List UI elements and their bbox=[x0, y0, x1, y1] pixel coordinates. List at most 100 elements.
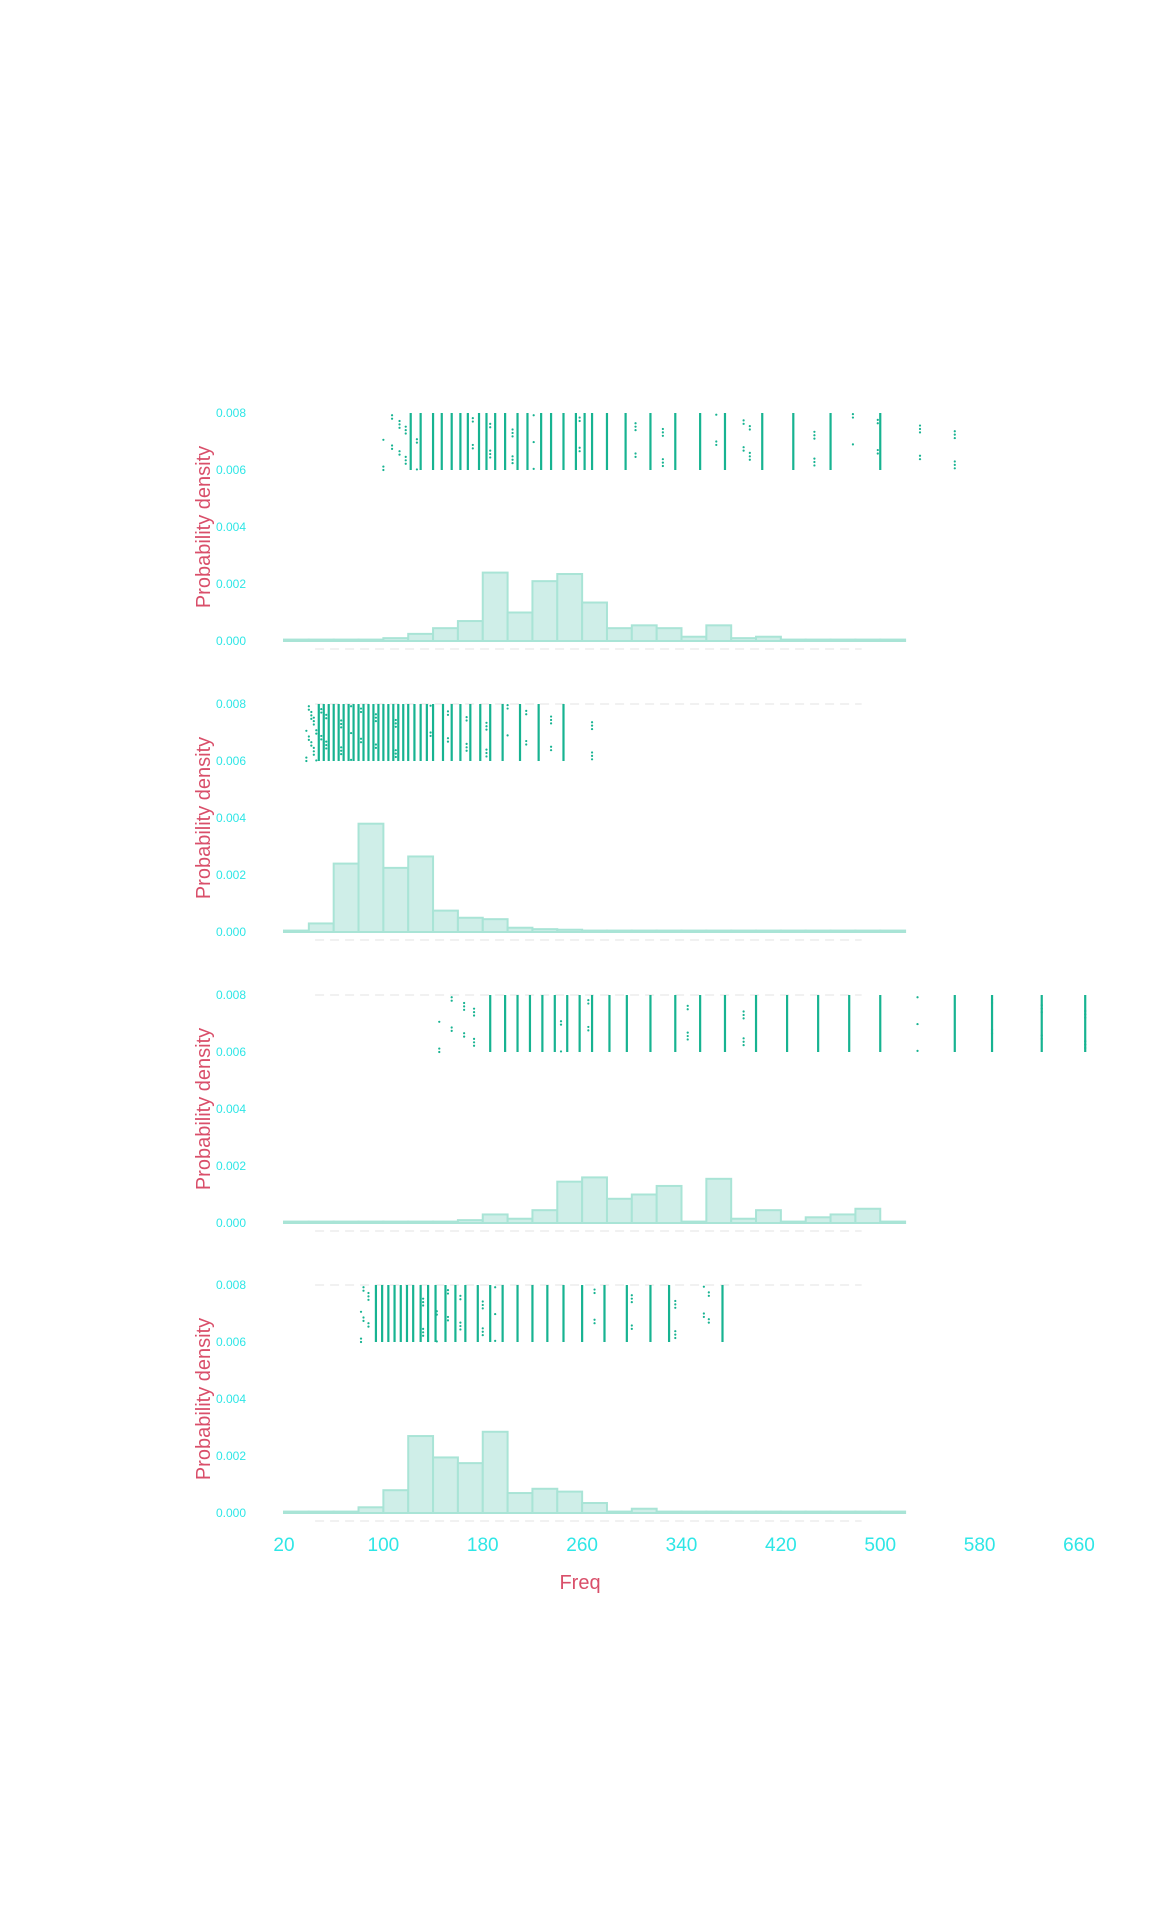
histogram-bar bbox=[804, 1216, 832, 1225]
rug-dot bbox=[340, 722, 343, 726]
rug-dot bbox=[312, 753, 315, 756]
y-tick-label: 0.002 bbox=[216, 1159, 246, 1173]
histogram-bar bbox=[730, 637, 758, 643]
histogram-bar bbox=[432, 1220, 459, 1224]
rug-dot bbox=[472, 1044, 476, 1047]
rug-dot bbox=[587, 1025, 590, 1029]
rug-dot bbox=[310, 714, 313, 717]
rug-dot bbox=[742, 1044, 745, 1047]
rug-dot bbox=[590, 724, 594, 727]
x-tick-label: 580 bbox=[964, 1535, 996, 1556]
rug-dot bbox=[702, 1312, 705, 1315]
histogram-bar bbox=[879, 638, 907, 643]
histogram-bar bbox=[755, 929, 782, 934]
rug-dot bbox=[876, 422, 879, 425]
rug-dot bbox=[422, 1297, 425, 1300]
rug-dot bbox=[953, 430, 956, 433]
rug-dot bbox=[851, 416, 855, 419]
rug-dot bbox=[953, 460, 956, 463]
rug-dot bbox=[686, 1031, 689, 1034]
panel-3: 0.000 0.002 0.004 0.006 0.008 Probability den… bbox=[193, 988, 1087, 1232]
histogram-bar bbox=[879, 1510, 907, 1514]
rug-dot bbox=[630, 1301, 633, 1304]
histogram-bar bbox=[779, 1510, 807, 1514]
rug-dot bbox=[465, 746, 468, 749]
rug-dot bbox=[438, 1020, 441, 1023]
rug-dot bbox=[362, 1316, 365, 1319]
histogram-bar bbox=[456, 1462, 484, 1514]
histogram-bar bbox=[283, 638, 310, 643]
rug-dot bbox=[446, 1315, 450, 1319]
rug-dot bbox=[674, 1299, 677, 1303]
histogram-bar bbox=[481, 918, 509, 933]
rug-dot bbox=[404, 455, 407, 458]
rug-dot bbox=[463, 1001, 466, 1005]
rug-dot bbox=[471, 417, 474, 420]
histogram-bar bbox=[655, 627, 683, 642]
rug-dot bbox=[506, 704, 509, 707]
x-tick-label: 100 bbox=[368, 1535, 400, 1556]
rug-dot bbox=[990, 998, 994, 1001]
rug-dot bbox=[481, 1334, 484, 1337]
rug-dot bbox=[525, 739, 528, 743]
rug-dot bbox=[446, 710, 450, 713]
histogram-bar bbox=[630, 1193, 658, 1224]
y-axis-label: Probability density bbox=[193, 1028, 215, 1190]
rug-dot bbox=[990, 1032, 994, 1035]
rug-dot bbox=[398, 453, 401, 456]
rug-dot bbox=[325, 740, 328, 743]
rug-dot bbox=[415, 468, 419, 471]
rug-dot bbox=[472, 1007, 476, 1010]
rug-dot bbox=[559, 1023, 563, 1026]
rug-dot bbox=[374, 716, 378, 719]
rug-dot bbox=[634, 452, 637, 455]
rug-dot bbox=[404, 432, 407, 435]
y-tick-label: 0.004 bbox=[216, 520, 246, 534]
rug-dot bbox=[359, 737, 363, 740]
rug-dot bbox=[953, 436, 956, 440]
rug-dot bbox=[707, 1318, 710, 1321]
rug-dot bbox=[489, 426, 492, 429]
histogram-bar bbox=[506, 1217, 534, 1224]
histogram-bar bbox=[581, 929, 608, 934]
histogram-bar bbox=[332, 1220, 360, 1224]
x-tick-label: 660 bbox=[1063, 1535, 1095, 1556]
histogram-bar bbox=[382, 1489, 410, 1514]
rug-dot bbox=[587, 1002, 590, 1005]
rug-dot bbox=[450, 1029, 453, 1033]
rug-dot bbox=[459, 1328, 462, 1331]
y-tick-label: 0.000 bbox=[216, 1506, 246, 1520]
rug-dot bbox=[394, 725, 397, 728]
rug-dot bbox=[394, 718, 397, 722]
histogram-bar bbox=[829, 1510, 857, 1514]
y-axis-label: Probability density bbox=[193, 446, 215, 608]
rug-dot bbox=[422, 1331, 425, 1334]
rug-dot bbox=[674, 1303, 677, 1306]
rug-dot bbox=[398, 450, 401, 453]
rug-dot bbox=[446, 1292, 450, 1295]
histogram-bar bbox=[332, 638, 360, 643]
rug-dot bbox=[630, 1297, 633, 1300]
rug-dot bbox=[485, 721, 488, 724]
rug-dot bbox=[340, 726, 343, 729]
x-tick-label: 420 bbox=[765, 1535, 797, 1556]
histogram-bar bbox=[531, 1209, 559, 1225]
rug-dot bbox=[532, 414, 535, 417]
rug-dot bbox=[481, 1330, 484, 1333]
rug-dot bbox=[630, 1324, 633, 1327]
histogram-bar bbox=[432, 627, 459, 642]
rug-dot bbox=[374, 713, 378, 716]
rug-dot bbox=[382, 465, 385, 468]
rug-dot bbox=[320, 708, 323, 711]
histogram-bar bbox=[655, 929, 683, 934]
rug-dot bbox=[374, 743, 378, 746]
rug-dot bbox=[312, 750, 315, 753]
rug-dot bbox=[446, 1319, 450, 1322]
rug-dot bbox=[707, 1321, 710, 1324]
rug-dot bbox=[686, 1004, 689, 1007]
rug-dot bbox=[1084, 1040, 1087, 1043]
rug-dot bbox=[916, 996, 919, 999]
rug-dot bbox=[429, 704, 432, 707]
histogram-bar bbox=[382, 637, 410, 643]
rug-dot bbox=[686, 1038, 689, 1041]
